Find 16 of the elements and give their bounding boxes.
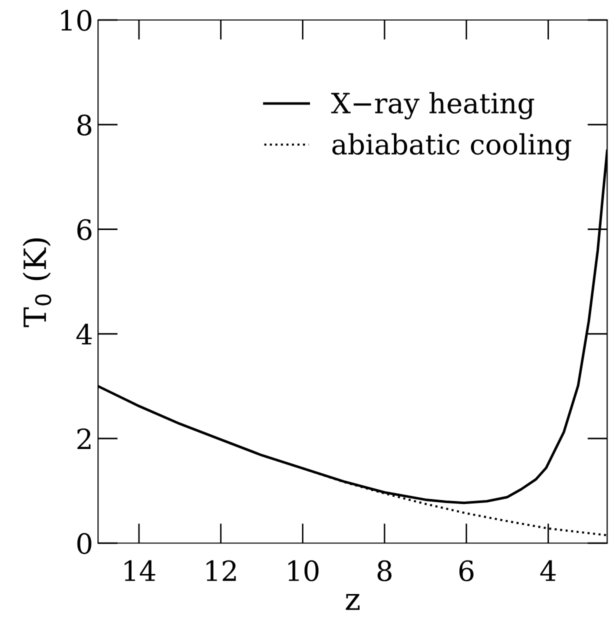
x-tick-label: 6 xyxy=(459,560,474,582)
y-tick-label: 6 xyxy=(77,219,92,240)
y-tick-label: 2 xyxy=(77,428,90,450)
y-tick-label: 4 xyxy=(76,324,92,344)
y-axis-title: T$_{0}$ (K) xyxy=(22,238,52,328)
x-tick-label: 14 xyxy=(124,560,156,581)
y-tick-label: 10 xyxy=(61,10,92,31)
x-axis-title: z xyxy=(346,594,360,610)
x-tick-label: 10 xyxy=(288,560,319,582)
y-tick-label: 0 xyxy=(77,533,92,554)
y-tick-label: 8 xyxy=(77,114,92,136)
x-tick-label: 12 xyxy=(206,560,236,581)
x-tick-label: 4 xyxy=(540,560,556,581)
x-tick-label: 8 xyxy=(378,560,392,582)
legend-label: X−ray heating xyxy=(331,92,534,120)
legend-label: abiabatic cooling xyxy=(332,133,572,161)
